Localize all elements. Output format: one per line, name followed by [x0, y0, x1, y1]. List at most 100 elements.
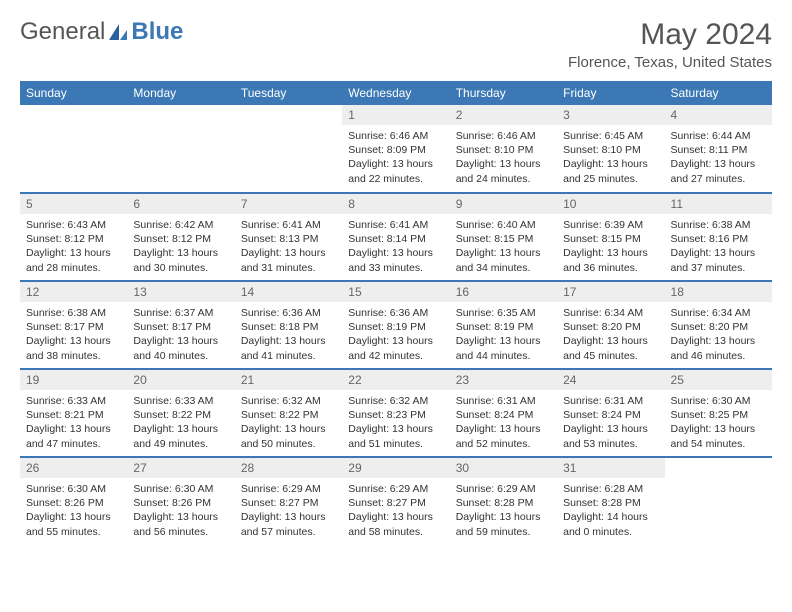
- daylight-text-1: Daylight: 13 hours: [133, 510, 228, 524]
- day-number: 25: [665, 370, 772, 390]
- daylight-text-1: Daylight: 13 hours: [133, 422, 228, 436]
- calendar-cell: 7Sunrise: 6:41 AMSunset: 8:13 PMDaylight…: [235, 193, 342, 281]
- sunrise-text: Sunrise: 6:46 AM: [456, 129, 551, 143]
- daylight-text-1: Daylight: 13 hours: [563, 157, 658, 171]
- daylight-text-1: Daylight: 13 hours: [241, 422, 336, 436]
- weekday-header: Wednesday: [342, 81, 449, 105]
- cell-body: Sunrise: 6:36 AMSunset: 8:19 PMDaylight:…: [342, 302, 449, 367]
- cell-body: Sunrise: 6:28 AMSunset: 8:28 PMDaylight:…: [557, 478, 664, 543]
- day-number: 7: [235, 194, 342, 214]
- day-number: 17: [557, 282, 664, 302]
- daylight-text-2: and 52 minutes.: [456, 437, 551, 451]
- sunrise-text: Sunrise: 6:44 AM: [671, 129, 766, 143]
- sunset-text: Sunset: 8:15 PM: [456, 232, 551, 246]
- weekday-header-row: Sunday Monday Tuesday Wednesday Thursday…: [20, 81, 772, 105]
- daylight-text-1: Daylight: 13 hours: [133, 334, 228, 348]
- sunrise-text: Sunrise: 6:29 AM: [241, 482, 336, 496]
- calendar-cell: 19Sunrise: 6:33 AMSunset: 8:21 PMDayligh…: [20, 369, 127, 457]
- daylight-text-2: and 50 minutes.: [241, 437, 336, 451]
- daylight-text-1: Daylight: 13 hours: [348, 510, 443, 524]
- sunrise-text: Sunrise: 6:43 AM: [26, 218, 121, 232]
- calendar-cell: 4Sunrise: 6:44 AMSunset: 8:11 PMDaylight…: [665, 105, 772, 193]
- cell-body: Sunrise: 6:29 AMSunset: 8:27 PMDaylight:…: [235, 478, 342, 543]
- sunrise-text: Sunrise: 6:32 AM: [241, 394, 336, 408]
- sunrise-text: Sunrise: 6:35 AM: [456, 306, 551, 320]
- calendar-cell: 12Sunrise: 6:38 AMSunset: 8:17 PMDayligh…: [20, 281, 127, 369]
- calendar-cell: 31Sunrise: 6:28 AMSunset: 8:28 PMDayligh…: [557, 457, 664, 545]
- cell-body: Sunrise: 6:40 AMSunset: 8:15 PMDaylight:…: [450, 214, 557, 279]
- calendar-cell: 14Sunrise: 6:36 AMSunset: 8:18 PMDayligh…: [235, 281, 342, 369]
- cell-body: Sunrise: 6:39 AMSunset: 8:15 PMDaylight:…: [557, 214, 664, 279]
- day-number: 24: [557, 370, 664, 390]
- header: General Blue May 2024 Florence, Texas, U…: [20, 18, 772, 71]
- calendar-cell: 25Sunrise: 6:30 AMSunset: 8:25 PMDayligh…: [665, 369, 772, 457]
- sunrise-text: Sunrise: 6:34 AM: [671, 306, 766, 320]
- day-number: 9: [450, 194, 557, 214]
- day-number: 18: [665, 282, 772, 302]
- calendar-cell: [20, 105, 127, 193]
- daylight-text-1: Daylight: 13 hours: [671, 334, 766, 348]
- calendar-cell: 24Sunrise: 6:31 AMSunset: 8:24 PMDayligh…: [557, 369, 664, 457]
- daylight-text-1: Daylight: 13 hours: [26, 510, 121, 524]
- daylight-text-1: Daylight: 13 hours: [456, 510, 551, 524]
- cell-body: Sunrise: 6:34 AMSunset: 8:20 PMDaylight:…: [557, 302, 664, 367]
- daylight-text-2: and 37 minutes.: [671, 261, 766, 275]
- daylight-text-2: and 40 minutes.: [133, 349, 228, 363]
- cell-body: Sunrise: 6:32 AMSunset: 8:22 PMDaylight:…: [235, 390, 342, 455]
- cell-body: Sunrise: 6:44 AMSunset: 8:11 PMDaylight:…: [665, 125, 772, 190]
- daylight-text-2: and 25 minutes.: [563, 172, 658, 186]
- calendar-cell: 20Sunrise: 6:33 AMSunset: 8:22 PMDayligh…: [127, 369, 234, 457]
- daylight-text-2: and 41 minutes.: [241, 349, 336, 363]
- sunset-text: Sunset: 8:16 PM: [671, 232, 766, 246]
- calendar-cell: [127, 105, 234, 193]
- sunrise-text: Sunrise: 6:30 AM: [133, 482, 228, 496]
- daylight-text-2: and 56 minutes.: [133, 525, 228, 539]
- sunset-text: Sunset: 8:19 PM: [456, 320, 551, 334]
- sunrise-text: Sunrise: 6:32 AM: [348, 394, 443, 408]
- daylight-text-1: Daylight: 13 hours: [456, 422, 551, 436]
- sunset-text: Sunset: 8:14 PM: [348, 232, 443, 246]
- daylight-text-1: Daylight: 13 hours: [241, 334, 336, 348]
- day-number: 14: [235, 282, 342, 302]
- daylight-text-1: Daylight: 14 hours: [563, 510, 658, 524]
- location: Florence, Texas, United States: [568, 54, 772, 71]
- cell-body: Sunrise: 6:30 AMSunset: 8:25 PMDaylight:…: [665, 390, 772, 455]
- daylight-text-1: Daylight: 13 hours: [671, 422, 766, 436]
- sunset-text: Sunset: 8:24 PM: [456, 408, 551, 422]
- sunset-text: Sunset: 8:24 PM: [563, 408, 658, 422]
- sunset-text: Sunset: 8:13 PM: [241, 232, 336, 246]
- calendar-cell: [665, 457, 772, 545]
- sunrise-text: Sunrise: 6:29 AM: [348, 482, 443, 496]
- daylight-text-2: and 38 minutes.: [26, 349, 121, 363]
- sunset-text: Sunset: 8:26 PM: [133, 496, 228, 510]
- calendar-cell: 6Sunrise: 6:42 AMSunset: 8:12 PMDaylight…: [127, 193, 234, 281]
- title-block: May 2024 Florence, Texas, United States: [568, 18, 772, 71]
- sunset-text: Sunset: 8:21 PM: [26, 408, 121, 422]
- day-number: 12: [20, 282, 127, 302]
- sunset-text: Sunset: 8:12 PM: [26, 232, 121, 246]
- day-number: 20: [127, 370, 234, 390]
- daylight-text-1: Daylight: 13 hours: [26, 334, 121, 348]
- daylight-text-1: Daylight: 13 hours: [563, 334, 658, 348]
- calendar-cell: 28Sunrise: 6:29 AMSunset: 8:27 PMDayligh…: [235, 457, 342, 545]
- sunrise-text: Sunrise: 6:37 AM: [133, 306, 228, 320]
- day-number: 19: [20, 370, 127, 390]
- weekday-header: Thursday: [450, 81, 557, 105]
- logo-sail-icon: [107, 22, 129, 42]
- daylight-text-2: and 55 minutes.: [26, 525, 121, 539]
- calendar-cell: 11Sunrise: 6:38 AMSunset: 8:16 PMDayligh…: [665, 193, 772, 281]
- sunset-text: Sunset: 8:15 PM: [563, 232, 658, 246]
- daylight-text-2: and 34 minutes.: [456, 261, 551, 275]
- sunrise-text: Sunrise: 6:36 AM: [241, 306, 336, 320]
- day-number: 2: [450, 105, 557, 125]
- cell-body: Sunrise: 6:43 AMSunset: 8:12 PMDaylight:…: [20, 214, 127, 279]
- sunset-text: Sunset: 8:17 PM: [133, 320, 228, 334]
- sunrise-text: Sunrise: 6:30 AM: [671, 394, 766, 408]
- cell-body: Sunrise: 6:32 AMSunset: 8:23 PMDaylight:…: [342, 390, 449, 455]
- cell-body: Sunrise: 6:45 AMSunset: 8:10 PMDaylight:…: [557, 125, 664, 190]
- calendar-cell: 13Sunrise: 6:37 AMSunset: 8:17 PMDayligh…: [127, 281, 234, 369]
- cell-body: Sunrise: 6:38 AMSunset: 8:16 PMDaylight:…: [665, 214, 772, 279]
- sunset-text: Sunset: 8:10 PM: [456, 143, 551, 157]
- daylight-text-1: Daylight: 13 hours: [133, 246, 228, 260]
- sunrise-text: Sunrise: 6:31 AM: [456, 394, 551, 408]
